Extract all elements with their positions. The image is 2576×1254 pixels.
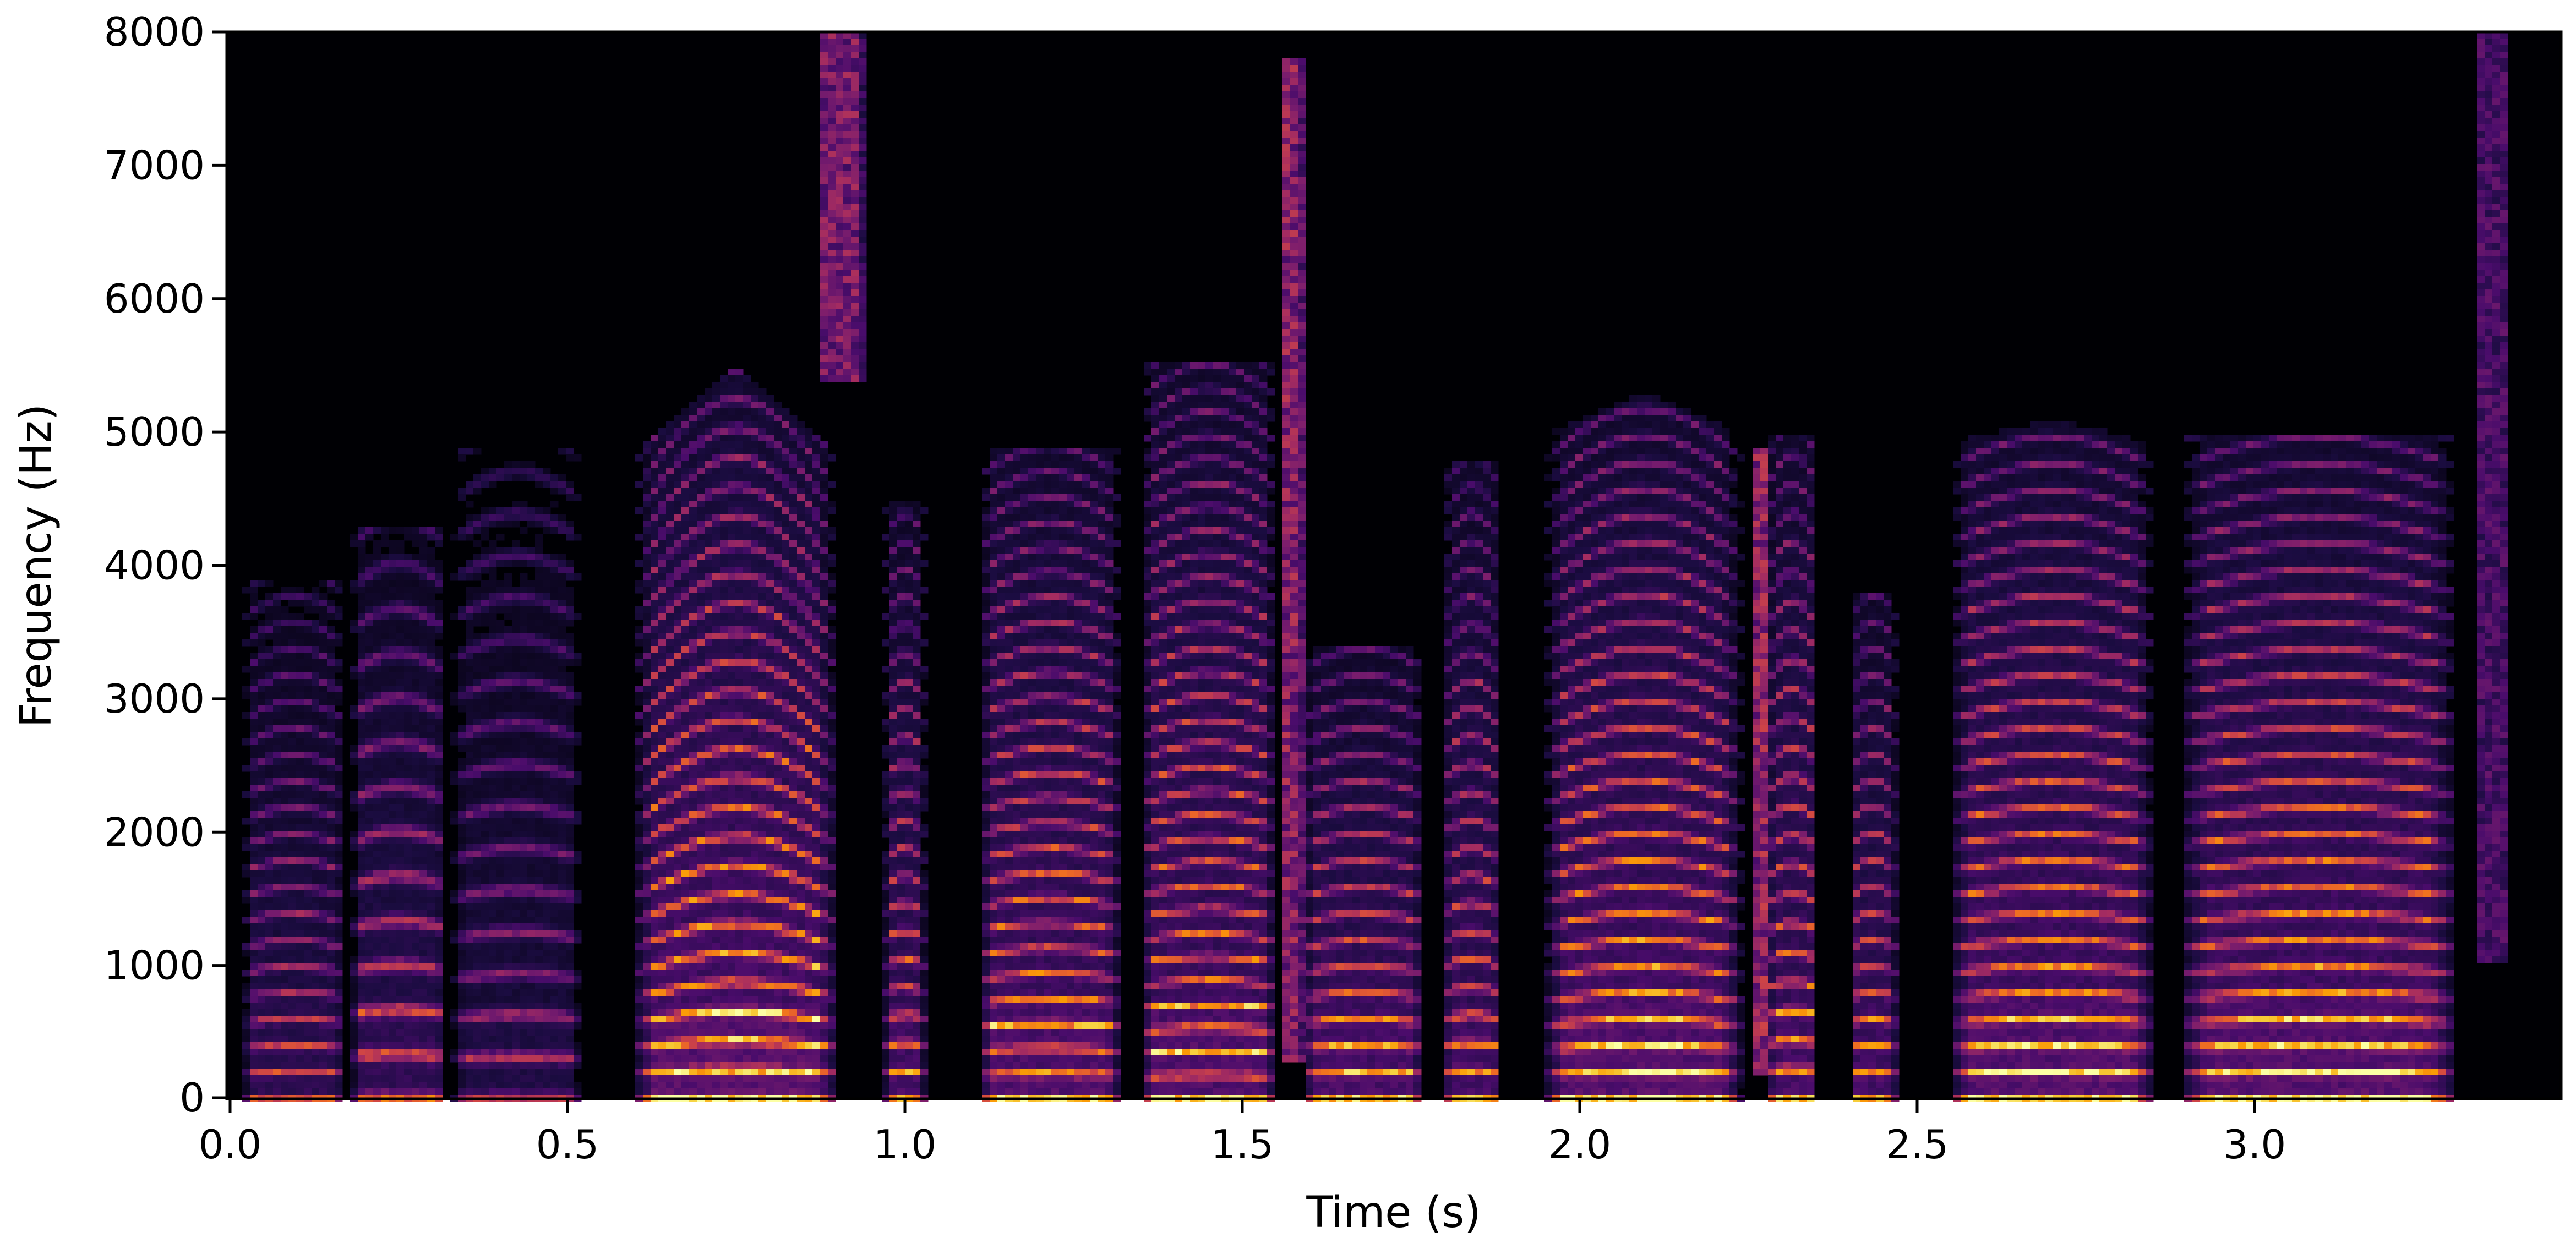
y-tick-label: 7000 [104,142,205,188]
y-tick-label: 8000 [104,9,205,55]
y-tick-label: 0 [179,1075,205,1121]
y-tick-label: 3000 [104,676,205,722]
x-tick-label: 1.5 [1211,1121,1274,1168]
spectrogram-plot-area [227,32,2561,1102]
x-axis-label: Time (s) [1306,1188,1481,1237]
x-axis: 0.0 0.5 1.0 1.5 2.0 2.5 3.0 [199,1099,2286,1168]
x-tick-label: 0.5 [536,1121,599,1168]
y-axis-label: Frequency (Hz) [12,404,61,727]
x-tick-label: 2.5 [1886,1121,1949,1168]
y-axis: 0 1000 2000 3000 4000 5000 6000 7000 8000 [104,9,227,1121]
y-tick-label: 6000 [104,276,205,322]
y-tick-label: 1000 [104,943,205,989]
x-tick-label: 3.0 [2223,1121,2286,1168]
x-tick-label: 0.0 [199,1121,262,1168]
spectrogram-figure: 0.0 0.5 1.0 1.5 2.0 2.5 3.0 0 1000 2000 3000 4000 5… [0,0,2576,1254]
x-tick-label: 2.0 [1548,1121,1612,1168]
y-tick-label: 5000 [104,409,205,455]
y-tick-label: 4000 [104,543,205,589]
y-tick-label: 2000 [104,809,205,855]
x-tick-label: 1.0 [874,1121,937,1168]
